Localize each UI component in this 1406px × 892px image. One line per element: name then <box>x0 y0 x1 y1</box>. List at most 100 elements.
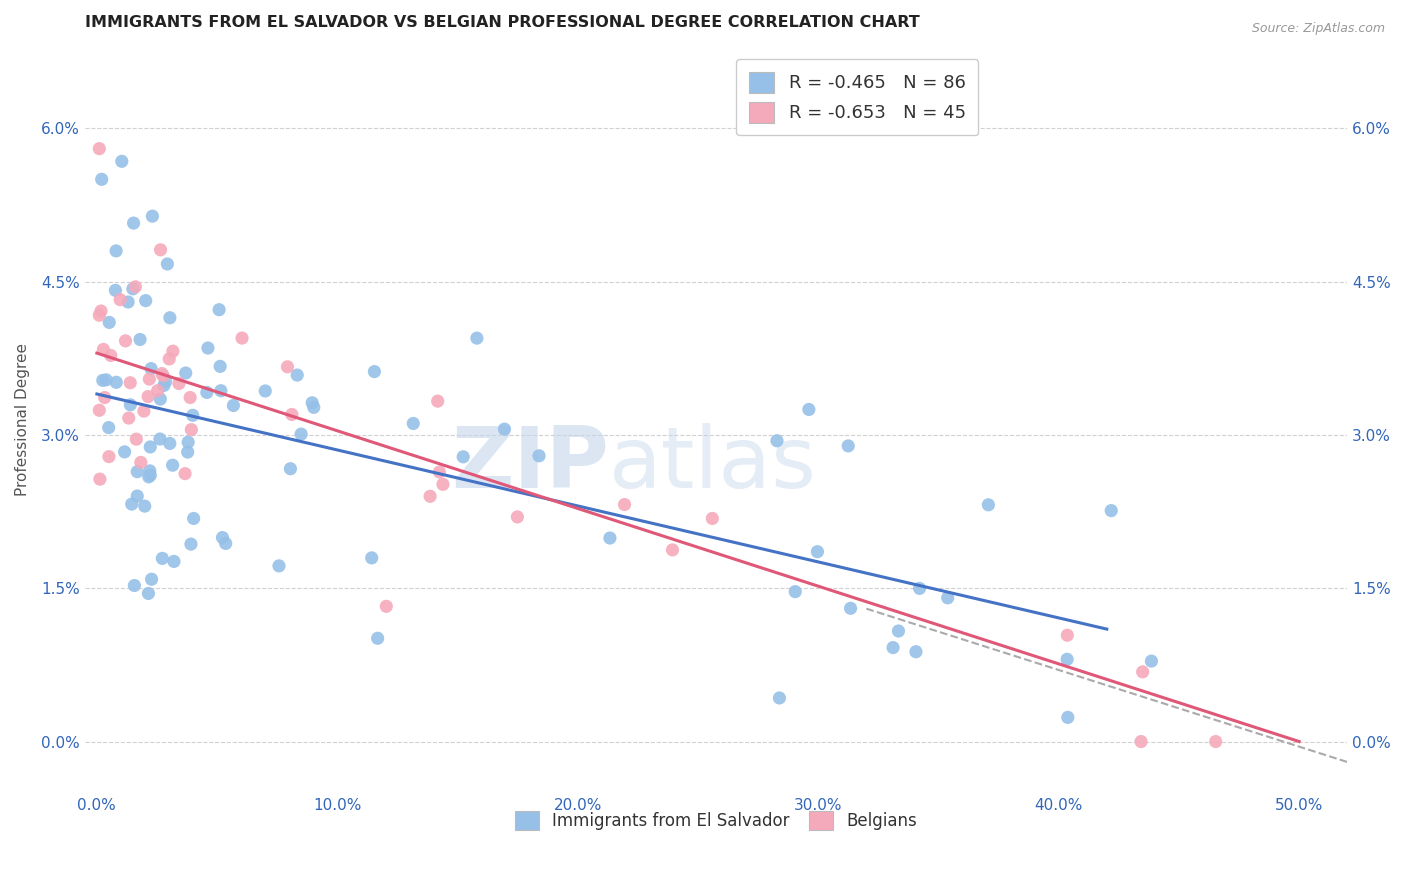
Point <box>141 572 163 586</box>
Point <box>197 341 219 355</box>
Point <box>150 551 173 566</box>
Point <box>882 640 904 655</box>
Point <box>127 489 149 503</box>
Point <box>90 172 112 186</box>
Point <box>429 465 451 479</box>
Point <box>211 531 233 545</box>
Point <box>153 378 176 392</box>
Point <box>132 404 155 418</box>
Point <box>432 477 454 491</box>
Point <box>839 601 862 615</box>
Point <box>162 458 184 473</box>
Point <box>152 368 174 383</box>
Point <box>139 468 162 483</box>
Point <box>91 373 114 387</box>
Point <box>100 349 122 363</box>
Point <box>209 384 232 398</box>
Point <box>451 450 474 464</box>
Point <box>494 422 516 436</box>
Text: atlas: atlas <box>609 423 817 506</box>
Point <box>157 351 180 366</box>
Point <box>702 511 724 525</box>
Point <box>138 372 160 386</box>
Text: Source: ZipAtlas.com: Source: ZipAtlas.com <box>1251 22 1385 36</box>
Point <box>89 308 111 322</box>
Point <box>1056 710 1078 724</box>
Text: ZIP: ZIP <box>451 423 609 506</box>
Point <box>181 409 204 423</box>
Point <box>367 632 389 646</box>
Point <box>135 293 157 308</box>
Point <box>301 396 323 410</box>
Point <box>139 361 162 376</box>
Point <box>908 582 931 596</box>
Point <box>837 439 859 453</box>
Point <box>97 420 120 434</box>
Text: IMMIGRANTS FROM EL SALVADOR VS BELGIAN PROFESSIONAL DEGREE CORRELATION CHART: IMMIGRANTS FROM EL SALVADOR VS BELGIAN P… <box>84 15 920 30</box>
Point <box>183 511 205 525</box>
Point <box>797 402 820 417</box>
Point <box>174 467 197 481</box>
Point <box>231 331 253 345</box>
Point <box>208 302 231 317</box>
Point <box>426 394 449 409</box>
Point <box>105 376 128 390</box>
Point <box>138 470 160 484</box>
Point <box>121 497 143 511</box>
Point <box>136 390 159 404</box>
Point <box>159 310 181 325</box>
Point <box>105 244 128 258</box>
Point <box>98 315 121 329</box>
Point <box>280 461 302 475</box>
Point <box>167 376 190 391</box>
Point <box>118 411 141 425</box>
Point <box>613 498 636 512</box>
Point <box>1056 628 1078 642</box>
Point <box>1056 652 1078 666</box>
Point <box>162 344 184 359</box>
Point <box>766 434 789 448</box>
Point <box>127 465 149 479</box>
Point <box>124 279 146 293</box>
Point <box>806 544 828 558</box>
Point <box>360 550 382 565</box>
Point <box>254 384 277 398</box>
Point <box>290 427 312 442</box>
Point <box>1140 654 1163 668</box>
Point <box>117 295 139 310</box>
Point <box>150 367 173 381</box>
Point <box>904 645 927 659</box>
Point <box>527 449 550 463</box>
Point <box>149 432 172 446</box>
Point <box>661 542 683 557</box>
Point <box>936 591 959 605</box>
Point <box>89 403 111 417</box>
Point <box>465 331 488 345</box>
Point <box>375 599 398 614</box>
Point <box>363 365 385 379</box>
Point <box>129 455 152 469</box>
Point <box>163 554 186 568</box>
Legend: Immigrants from El Salvador, Belgians: Immigrants from El Salvador, Belgians <box>509 804 924 837</box>
Point <box>267 558 290 573</box>
Point <box>139 464 162 478</box>
Point <box>276 359 298 374</box>
Point <box>111 154 134 169</box>
Point <box>114 334 136 348</box>
Point <box>93 343 115 357</box>
Point <box>97 450 120 464</box>
Point <box>1132 665 1154 679</box>
Point <box>156 257 179 271</box>
Point <box>419 489 441 503</box>
Point <box>176 445 198 459</box>
Point <box>1099 503 1122 517</box>
Point <box>222 399 245 413</box>
Point <box>134 499 156 513</box>
Point <box>174 366 197 380</box>
Point <box>1205 734 1227 748</box>
Point <box>177 435 200 450</box>
Point <box>785 584 807 599</box>
Point <box>129 333 152 347</box>
Point <box>179 391 201 405</box>
Point <box>1130 734 1153 748</box>
